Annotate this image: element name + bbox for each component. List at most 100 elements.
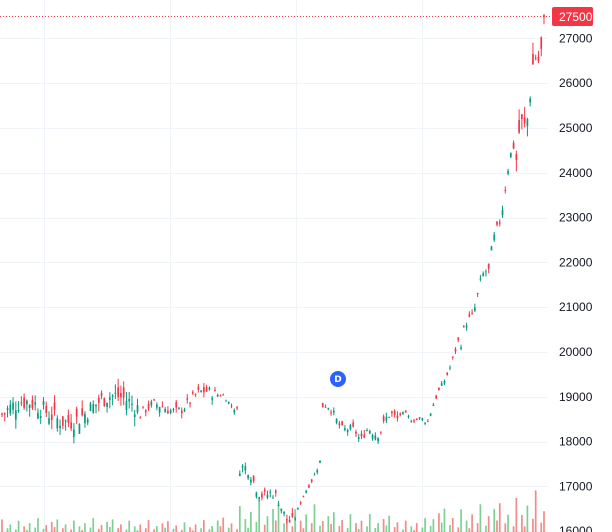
candle-body [377, 437, 379, 442]
candle-body [368, 430, 371, 434]
candle-body [518, 120, 520, 133]
volume-bar [498, 503, 501, 532]
volume-bar [404, 520, 407, 532]
volume-bar [247, 527, 249, 532]
volume-bar [111, 519, 114, 532]
volume-bar [532, 518, 534, 532]
volume-bar [128, 520, 131, 532]
volume-bar [1, 519, 3, 532]
volume-bar [106, 521, 108, 532]
volume-bar [327, 516, 330, 532]
volume-bar [100, 525, 103, 532]
volume-bar [133, 526, 136, 532]
candle-body [139, 417, 142, 419]
candle-body [285, 518, 288, 520]
volume-bar [443, 508, 446, 532]
candle-body [501, 209, 504, 216]
candle-body [161, 406, 164, 408]
candle-body [258, 497, 261, 500]
candle-body [393, 410, 396, 415]
volume-bar [230, 523, 233, 532]
candle-body [120, 392, 122, 398]
volume-bar [9, 524, 12, 532]
candle-body [95, 404, 97, 407]
candle-body [396, 415, 399, 419]
y-tick-label: 17000 [559, 479, 593, 493]
candle-body [26, 400, 28, 405]
candle-body [532, 53, 534, 65]
volume-bar [211, 526, 214, 532]
candle-body [407, 415, 410, 417]
candle-body [438, 387, 440, 391]
volume-bar [238, 506, 241, 532]
candle-body [216, 394, 219, 397]
volume-bar [357, 529, 360, 532]
volume-bar [402, 529, 404, 532]
candle-body [142, 406, 144, 408]
candle-body [114, 392, 117, 394]
volume-bar [84, 523, 86, 532]
volume-bar [496, 520, 498, 532]
volume-bar [468, 528, 471, 532]
volume-bar [250, 511, 252, 532]
volume-bar [73, 520, 75, 532]
candle-body [482, 273, 485, 276]
candle-body [117, 387, 120, 398]
candle-body [48, 418, 50, 424]
volume-bar [26, 530, 28, 532]
candle-body [230, 405, 233, 407]
candle-body [167, 410, 169, 414]
volume-bar [479, 504, 482, 532]
volume-bar [89, 527, 92, 532]
volume-bar [125, 529, 128, 532]
volume-bar [139, 524, 142, 532]
volume-bar [410, 526, 413, 532]
candle-body [366, 430, 368, 432]
candle-body [509, 152, 512, 158]
volume-bar [515, 497, 518, 532]
candle-body [73, 429, 75, 437]
volume-bar [97, 528, 100, 532]
volume-bar [117, 528, 120, 532]
candle-body [59, 425, 61, 429]
candle-body [244, 466, 247, 471]
candle-body [435, 395, 438, 399]
volume-bar [183, 522, 186, 532]
candle-body [360, 433, 363, 437]
candle-body [457, 337, 460, 341]
y-tick-label: 25000 [559, 121, 593, 135]
volume-bar [346, 528, 349, 532]
candle-body [349, 424, 352, 430]
volume-bar [385, 525, 388, 532]
volume-bar [512, 526, 515, 532]
volume-bar [277, 503, 280, 532]
volume-bar [108, 526, 111, 532]
y-tick-label: 20000 [559, 345, 593, 359]
volume-bar [161, 523, 164, 532]
volume-bar [540, 522, 543, 532]
candle-body [493, 234, 496, 241]
dividend-marker-icon[interactable] [330, 371, 346, 387]
candle-body [136, 405, 139, 413]
candle-body [327, 408, 330, 410]
candle-body [521, 114, 523, 120]
candle-body [45, 405, 48, 413]
candle-body [413, 420, 415, 422]
candle-body [236, 407, 238, 409]
volume-bar [471, 514, 473, 532]
candle-body [37, 412, 39, 419]
volume-bar [153, 529, 155, 532]
candle-body [164, 409, 167, 413]
candle-body [540, 37, 543, 49]
volume-bar [388, 515, 391, 532]
candle-body [338, 423, 341, 426]
candle-body [537, 56, 540, 61]
candle-body [308, 485, 310, 488]
candle-body [515, 154, 518, 160]
price-axis[interactable]: 16000 17000 18000 19000 20000 21000 22000 23000… [552, 7, 593, 532]
volume-bar [28, 523, 31, 532]
candle-body [462, 326, 465, 328]
candle-body [250, 479, 252, 483]
volume-bar [155, 526, 158, 532]
volume-bar [266, 516, 269, 532]
